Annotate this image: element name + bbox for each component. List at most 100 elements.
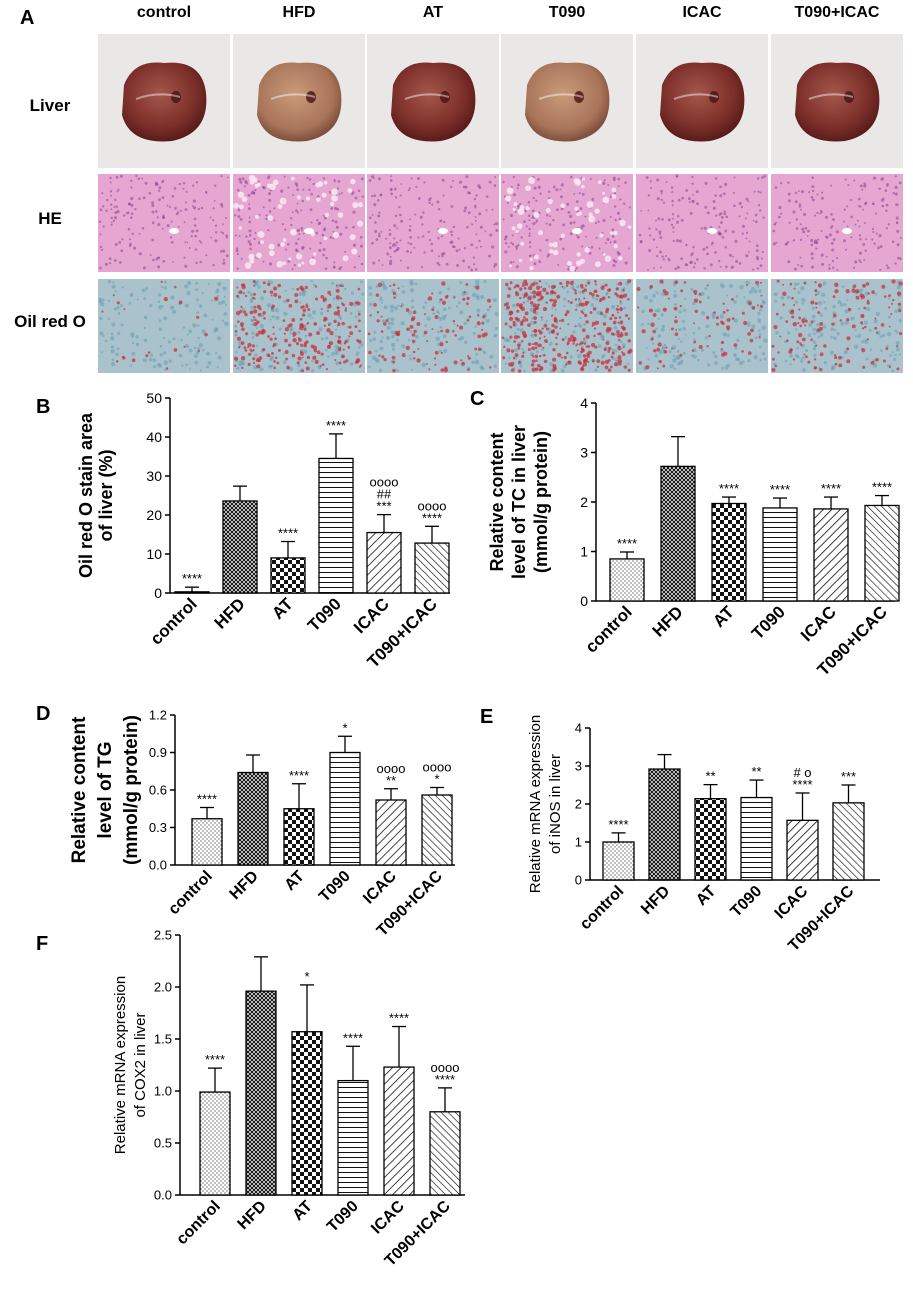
chart-c: C 0 1 2 3 4 Relative content level of TC in liv… — [470, 388, 900, 680]
significance-mark: **** — [608, 817, 628, 832]
y-tick-label: 2.0 — [154, 980, 172, 995]
significance-mark: **** — [617, 536, 637, 551]
liver-gallbladder — [574, 91, 584, 103]
y-axis-label-line: level of TC in liver — [509, 425, 529, 579]
y-tick-label: 2 — [575, 797, 582, 812]
bar-t090-icac — [414, 542, 450, 594]
y-tick-label: 0 — [154, 585, 162, 601]
panel-letter-b: B — [36, 396, 50, 418]
y-tick-label: 1.0 — [154, 1084, 172, 1099]
he-central-vein — [842, 228, 852, 234]
bar-t090 — [740, 796, 773, 881]
he-central-vein — [707, 228, 717, 234]
significance-mark: **** — [197, 792, 217, 807]
liver-gallbladder — [709, 91, 719, 103]
bar-t090 — [318, 457, 354, 594]
x-tick-label: AT — [282, 868, 308, 894]
significance-mark: * — [434, 772, 439, 787]
y-tick-label: 0.0 — [149, 858, 167, 873]
he-nuclei — [98, 174, 229, 270]
bar-control — [174, 591, 210, 594]
bar-icac — [813, 508, 849, 602]
bar-t090-icac — [864, 504, 900, 602]
liver-gallbladder — [844, 91, 854, 103]
y-axis-label-line: Relative mRNA expression — [527, 715, 544, 893]
liver-organ — [391, 62, 476, 142]
significance-mark: **** — [872, 480, 892, 495]
oil-red-o-droplets — [501, 279, 633, 373]
y-axis-label-line: Relative mRNA expression — [112, 976, 129, 1154]
row-label-2: Oil red O — [14, 312, 86, 331]
y-tick-label: 40 — [146, 429, 162, 445]
x-tick-label: T090 — [304, 594, 345, 635]
significance-mark: *** — [376, 499, 391, 514]
bar-hfd — [245, 990, 277, 1196]
liver-highlight — [270, 93, 316, 100]
bar-t090 — [329, 751, 361, 866]
y-tick-label: 0.3 — [149, 820, 167, 835]
bar-hfd — [648, 768, 681, 881]
significance-mark: ** — [705, 769, 715, 784]
bar-at — [283, 808, 315, 866]
y-axis-label-line: Relative content — [487, 432, 507, 571]
liver-highlight — [673, 93, 719, 100]
liver-organ — [525, 62, 610, 142]
liver-organ — [660, 62, 745, 142]
significance-mark: **** — [205, 1052, 225, 1067]
he-central-vein — [572, 228, 582, 234]
significance-mark: **** — [792, 777, 812, 792]
significance-mark: **** — [821, 481, 841, 496]
bar-control — [609, 558, 645, 602]
y-tick-label: 0.6 — [149, 783, 167, 798]
bar-icac — [786, 819, 819, 881]
group-header-0: control — [137, 4, 191, 21]
significance-mark: **** — [770, 482, 790, 497]
group-header-3: T090 — [549, 4, 586, 21]
y-tick-label: 2.5 — [154, 928, 172, 943]
x-tick-label: AT — [290, 1198, 316, 1224]
oil-red-o-droplets — [367, 279, 499, 373]
significance-mark: **** — [422, 510, 442, 525]
y-tick-label: 30 — [146, 468, 162, 484]
significance-mark: **** — [278, 526, 298, 541]
bar-hfd — [660, 465, 696, 602]
group-header-1: HFD — [283, 4, 316, 21]
y-tick-label: 0.5 — [154, 1136, 172, 1151]
liver-gallbladder — [171, 91, 181, 103]
significance-mark: ** — [386, 773, 396, 788]
bar-icac — [375, 799, 407, 866]
y-tick-label: 4 — [575, 721, 582, 736]
oil-red-o-image — [98, 279, 230, 373]
he-central-vein — [169, 228, 179, 234]
liver-highlight — [808, 93, 854, 100]
y-tick-label: 20 — [146, 507, 162, 523]
significance-mark: * — [342, 720, 347, 735]
bar-t090-icac — [421, 794, 453, 866]
bar-t090-icac — [429, 1111, 461, 1196]
y-axis-label-line: of liver (%) — [96, 449, 116, 541]
x-tick-label: control — [577, 883, 627, 933]
bar-hfd — [237, 771, 269, 866]
liver-organ — [257, 62, 342, 142]
significance-mark: **** — [289, 768, 309, 783]
x-tick-label: T090 — [316, 868, 354, 906]
he-stain-image — [367, 174, 499, 272]
bar-t090 — [762, 507, 798, 602]
y-tick-label: 0.0 — [154, 1188, 172, 1203]
liver-gallbladder — [440, 91, 450, 103]
panel-letter-f: F — [36, 933, 48, 955]
significance-mark: **** — [435, 1072, 455, 1087]
he-central-vein — [438, 228, 448, 234]
y-axis-label-line: of iNOS in liver — [547, 754, 564, 854]
liver-gallbladder — [306, 91, 316, 103]
y-tick-label: 1.5 — [154, 1032, 172, 1047]
liver-highlight — [404, 93, 450, 100]
he-nuclei — [772, 175, 903, 271]
y-axis-label-line: of COX2 in liver — [132, 1012, 149, 1117]
x-tick-label: HFD — [235, 1198, 270, 1233]
significance-mark: oooo — [418, 498, 447, 513]
panel-letter-d: D — [36, 703, 50, 725]
group-header-5: T090+ICAC — [795, 4, 880, 21]
